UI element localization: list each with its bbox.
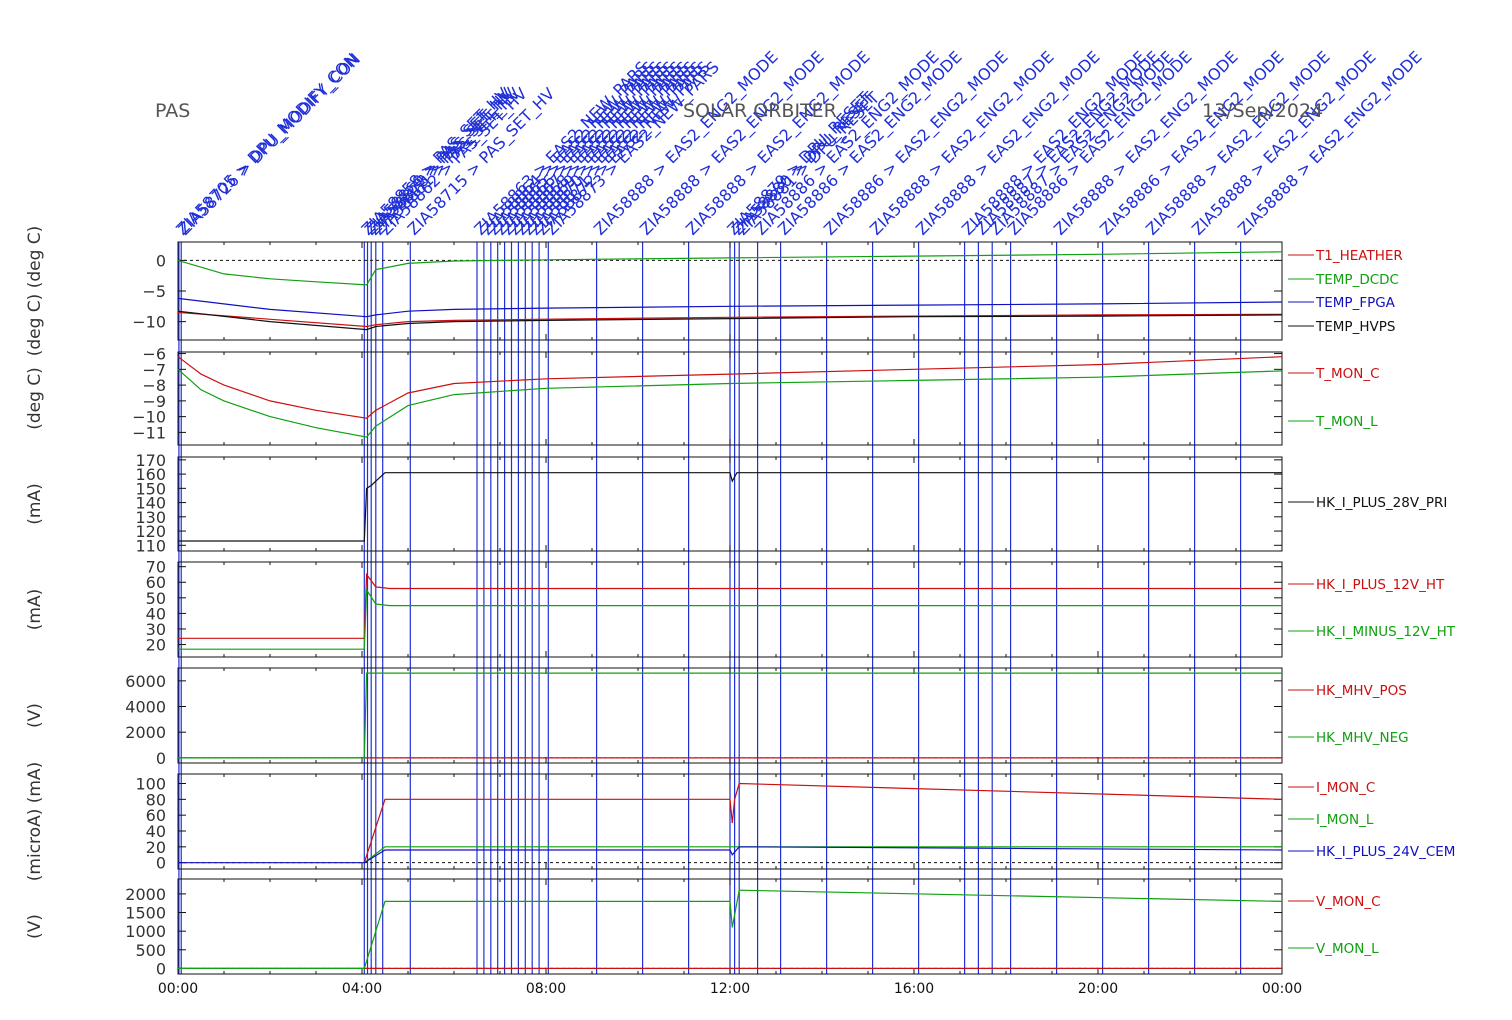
time-axis: 00:00 04:00 08:00 12:00 16:00 20:00 00:00 bbox=[158, 981, 1302, 997]
legend-label: V_MON_C bbox=[1316, 894, 1381, 910]
y-tick-label: 170 bbox=[135, 451, 166, 470]
series-line bbox=[178, 672, 1282, 759]
y-tick-label: 40 bbox=[146, 822, 166, 841]
x-tick-label: 16:00 bbox=[894, 981, 934, 997]
series-line bbox=[177, 251, 1283, 286]
y-axis-label: (mA) bbox=[25, 589, 45, 630]
y-tick-label: 70 bbox=[146, 558, 166, 577]
y-tick-label: 140 bbox=[135, 494, 166, 513]
y-tick-label: 30 bbox=[146, 620, 166, 639]
panel-5: 0 2000 4000 6000 (V) HK_MHV_POS HK_MHV_NEG bbox=[25, 667, 1409, 768]
y-tick-label: −8 bbox=[142, 376, 166, 395]
legend-label: TEMP_FPGA bbox=[1315, 295, 1396, 311]
legend-label: TEMP_DCDC bbox=[1315, 272, 1399, 288]
legend-label: HK_I_PLUS_28V_PRI bbox=[1316, 495, 1447, 511]
y-tick-label: 40 bbox=[146, 604, 166, 623]
y-tick-label: 500 bbox=[135, 941, 166, 960]
y-tick-label: 20 bbox=[146, 838, 166, 857]
series-line bbox=[177, 356, 1283, 419]
y-tick-label: 6000 bbox=[125, 672, 166, 691]
series-line bbox=[178, 472, 1282, 542]
series-line bbox=[363, 782, 1283, 863]
legend-label: HK_MHV_POS bbox=[1316, 683, 1407, 699]
header-date: 13/Sep/2024 bbox=[1202, 100, 1323, 122]
y-tick-label: −5 bbox=[142, 282, 166, 301]
y-axis-label: (deg C) bbox=[25, 367, 45, 430]
y-tick-label: −9 bbox=[142, 392, 166, 411]
y-tick-label: 2000 bbox=[125, 885, 166, 904]
y-tick-label: −11 bbox=[132, 423, 166, 442]
y-tick-label: 120 bbox=[135, 522, 166, 541]
y-tick-label: 160 bbox=[135, 465, 166, 484]
event-label: ZIA58726 > DPU_MODIFY_CON bbox=[175, 49, 365, 239]
legend-label: T1_HEATHER bbox=[1315, 248, 1403, 264]
y-tick-label: 1500 bbox=[125, 904, 166, 923]
y-tick-label: 100 bbox=[135, 775, 166, 794]
y-tick-label: 150 bbox=[135, 479, 166, 498]
y-tick-label: 2000 bbox=[125, 723, 166, 742]
y-axis-label: (mA) bbox=[25, 483, 45, 524]
panels-layer: 0 −5 −10 (deg C) (deg C) T1_HEATHER TEMP_DCDC… bbox=[25, 226, 1456, 979]
y-tick-label: 0 bbox=[156, 251, 166, 270]
y-tick-label: 80 bbox=[146, 790, 166, 809]
series-line bbox=[177, 368, 1283, 438]
y-axis-label: (microA) (mA) bbox=[25, 762, 45, 881]
legend-label: I_MON_L bbox=[1316, 812, 1374, 828]
series-line bbox=[178, 889, 1283, 970]
y-tick-label: 0 bbox=[156, 749, 166, 768]
y-tick-label: 50 bbox=[146, 589, 166, 608]
series-line bbox=[178, 588, 1282, 650]
legend-label: T_MON_L bbox=[1315, 414, 1378, 430]
y-tick-label: 1000 bbox=[125, 922, 166, 941]
legend-label: T_MON_C bbox=[1315, 366, 1380, 382]
x-tick-label: 08:00 bbox=[526, 981, 566, 997]
y-tick-label: 130 bbox=[135, 508, 166, 527]
y-tick-label: 20 bbox=[146, 636, 166, 655]
x-tick-label: 04:00 bbox=[342, 981, 382, 997]
y-tick-label: −10 bbox=[132, 313, 166, 332]
legend-label: I_MON_C bbox=[1316, 780, 1375, 796]
series-line bbox=[363, 846, 1282, 864]
panel-1: 0 −5 −10 (deg C) (deg C) T1_HEATHER TEMP_DCDC… bbox=[25, 226, 1403, 357]
header-instrument: PAS bbox=[155, 100, 190, 122]
series-line bbox=[177, 311, 1283, 328]
series-line bbox=[177, 297, 1283, 318]
y-tick-label: 4000 bbox=[125, 698, 166, 717]
y-tick-label: −10 bbox=[132, 408, 166, 427]
series-line bbox=[177, 310, 1283, 331]
x-tick-label: 12:00 bbox=[710, 981, 750, 997]
legend-label: HK_I_PLUS_12V_HT bbox=[1316, 577, 1445, 593]
legend-label: HK_MHV_NEG bbox=[1316, 730, 1409, 746]
y-tick-label: 0 bbox=[156, 959, 166, 978]
panel-2: −6−7−8−9−10−11 (deg C) T_MON_C T_MON_L bbox=[25, 345, 1380, 446]
y-tick-label: 110 bbox=[135, 536, 166, 555]
legend-label: HK_I_PLUS_24V_CEM bbox=[1316, 844, 1455, 860]
y-axis-label: (V) bbox=[25, 914, 45, 939]
y-tick-label: 60 bbox=[146, 573, 166, 592]
header-mission: SOLAR ORBITER bbox=[683, 100, 837, 122]
series-line bbox=[178, 846, 1283, 864]
x-tick-label: 00:00 bbox=[158, 981, 198, 997]
legend-label: HK_I_MINUS_12V_HT bbox=[1316, 624, 1456, 640]
legend-label: TEMP_HVPS bbox=[1315, 319, 1395, 335]
y-tick-label: 60 bbox=[146, 806, 166, 825]
y-axis-label: (V) bbox=[25, 703, 45, 728]
y-tick-label: −7 bbox=[142, 360, 166, 379]
legend-label: V_MON_L bbox=[1316, 941, 1379, 957]
x-tick-label: 20:00 bbox=[1078, 981, 1118, 997]
y-tick-label: −6 bbox=[142, 345, 166, 364]
y-axis-label: (deg C) (deg C) bbox=[25, 226, 45, 357]
x-tick-label: 00:00 bbox=[1262, 981, 1302, 997]
series-line bbox=[178, 572, 1282, 639]
y-tick-label: 0 bbox=[156, 854, 166, 873]
